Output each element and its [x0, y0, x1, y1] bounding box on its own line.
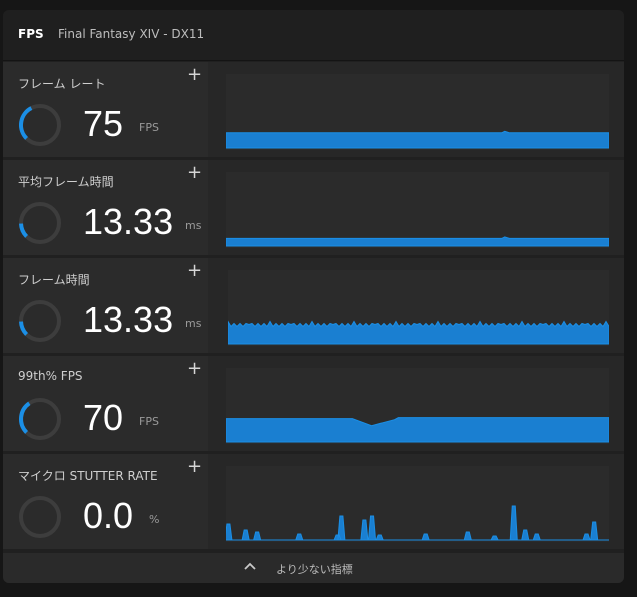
metric-graph: [226, 172, 609, 248]
metric-value: 0.0: [83, 495, 134, 536]
performance-overlay-panel: FPS Final Fantasy XIV - DX11 フレーム レート + …: [3, 10, 624, 583]
gauge: [19, 398, 61, 440]
plus-icon[interactable]: +: [187, 260, 203, 281]
fps-tab[interactable]: FPS: [18, 27, 44, 41]
metric-graph: [226, 74, 609, 150]
metric-left-pane: [3, 62, 208, 157]
metric-unit: %: [149, 513, 160, 526]
gauge-arc: [19, 106, 33, 140]
header: FPS Final Fantasy XIV - DX11: [3, 10, 624, 61]
metric-value: 13.33: [83, 299, 174, 340]
metric-value: 75: [83, 103, 124, 144]
metric-row-frame-rate: フレーム レート + 75 FPS: [3, 62, 624, 157]
graph-area: [226, 236, 609, 247]
graph-background: [226, 172, 609, 248]
metric-graph: [226, 466, 609, 542]
gauge: [19, 496, 61, 538]
gauge: [19, 104, 61, 146]
metric-label: 平均フレーム時間: [18, 175, 114, 189]
plus-icon[interactable]: +: [187, 456, 203, 477]
metric-value: 70: [83, 397, 124, 438]
metric-left-pane: [3, 356, 208, 451]
fewer-metrics-label: より少ない指標: [276, 563, 353, 576]
graph-area: [226, 130, 609, 149]
metric-label: マイクロ STUTTER RATE: [18, 469, 158, 483]
graph-area: [226, 417, 609, 443]
plus-icon[interactable]: +: [187, 162, 203, 183]
gauge: [19, 202, 61, 244]
metric-unit: FPS: [139, 121, 159, 134]
metric-unit: FPS: [139, 415, 159, 428]
fewer-metrics-toggle[interactable]: より少ない指標: [3, 553, 624, 583]
metric-row-avg-frame-time: 平均フレーム時間 + 13.33 ms: [3, 160, 624, 255]
graph-area: [228, 320, 609, 345]
gauge-track: [19, 496, 61, 538]
gauge-track: [19, 202, 61, 244]
game-title: Final Fantasy XIV - DX11: [58, 27, 205, 41]
metric-label: フレーム レート: [18, 77, 106, 91]
metric-left-pane: [3, 160, 208, 255]
metric-left-pane: [3, 454, 208, 549]
metric-unit: ms: [185, 317, 202, 330]
chevron-up-icon: [244, 562, 256, 570]
gauge-arc: [19, 223, 29, 238]
metric-unit: ms: [185, 219, 202, 232]
metric-row-micro-stutter: マイクロ STUTTER RATE + 0.0 %: [3, 454, 624, 549]
gauge-arc: [19, 321, 29, 336]
graph-background: [226, 466, 609, 542]
metric-label: 99th% FPS: [18, 369, 83, 383]
gauge-track: [19, 300, 61, 342]
metric-row-frame-time: フレーム時間 + 13.33 ms: [3, 258, 624, 353]
gauge-arc: [19, 401, 31, 434]
metric-value: 13.33: [83, 201, 174, 242]
metric-left-pane: [3, 258, 208, 353]
metric-graph: [226, 368, 609, 444]
metric-graph: [228, 270, 609, 346]
graph-area: [226, 505, 609, 541]
metric-label: フレーム時間: [18, 273, 90, 287]
gauge: [19, 300, 61, 342]
plus-icon[interactable]: +: [187, 64, 203, 85]
plus-icon[interactable]: +: [187, 358, 203, 379]
metric-row-99th-fps: 99th% FPS + 70 FPS: [3, 356, 624, 451]
